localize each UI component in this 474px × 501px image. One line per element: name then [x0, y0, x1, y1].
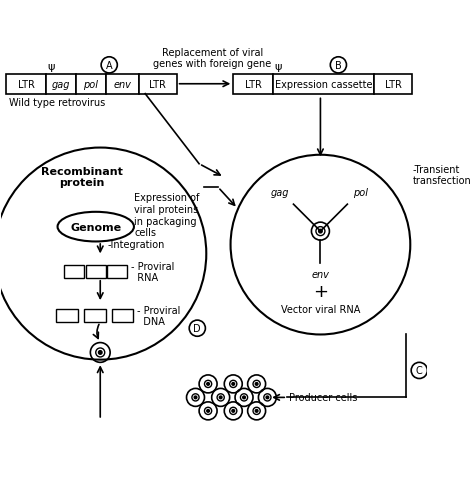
Text: LTR: LTR	[18, 80, 35, 90]
Circle shape	[194, 396, 197, 399]
Text: gag: gag	[271, 187, 289, 197]
Bar	[64, 266, 84, 278]
Text: env: env	[311, 270, 329, 280]
Text: -Transient
transfection: -Transient transfection	[413, 164, 472, 186]
Circle shape	[219, 396, 222, 399]
Circle shape	[207, 410, 210, 412]
Bar	[106, 75, 139, 95]
Circle shape	[232, 383, 235, 385]
Text: LTR: LTR	[245, 80, 262, 90]
Text: LTR: LTR	[385, 80, 401, 90]
Bar	[374, 75, 412, 95]
Bar	[86, 266, 106, 278]
Text: Expression cassette: Expression cassette	[275, 80, 372, 90]
Bar	[233, 75, 273, 95]
Bar	[56, 310, 78, 322]
Circle shape	[243, 396, 246, 399]
Text: B: B	[335, 61, 342, 71]
Text: -Integration: -Integration	[108, 239, 165, 249]
Text: Vector viral RNA: Vector viral RNA	[281, 305, 360, 315]
Text: D: D	[193, 324, 201, 334]
Text: Recombinant
protein: Recombinant protein	[41, 166, 123, 188]
Text: Replacement of viral
genes with foreign gene: Replacement of viral genes with foreign …	[154, 48, 272, 69]
Text: Wild type retrovirus: Wild type retrovirus	[9, 98, 105, 108]
Text: ψ: ψ	[47, 62, 55, 72]
Circle shape	[266, 396, 269, 399]
Circle shape	[319, 230, 322, 233]
Text: LTR: LTR	[149, 80, 166, 90]
Text: Producer cells: Producer cells	[289, 393, 357, 403]
Circle shape	[255, 410, 258, 412]
Bar	[112, 310, 134, 322]
Bar	[46, 75, 76, 95]
Circle shape	[207, 383, 210, 385]
Bar	[139, 75, 177, 95]
Text: Expression of
viral proteins
in packaging
cells: Expression of viral proteins in packagin…	[135, 193, 200, 238]
Text: A: A	[106, 61, 112, 71]
Circle shape	[255, 383, 258, 385]
Circle shape	[232, 410, 235, 412]
Text: - Proviral
  DNA: - Proviral DNA	[137, 305, 181, 327]
Text: C: C	[416, 366, 423, 376]
Bar	[6, 75, 46, 95]
Text: pol: pol	[353, 187, 368, 197]
Text: - Proviral
  RNA: - Proviral RNA	[131, 261, 174, 283]
Bar	[108, 266, 127, 278]
Text: ψ: ψ	[274, 62, 282, 72]
Bar	[76, 75, 106, 95]
Text: pol: pol	[83, 80, 98, 90]
Bar	[273, 75, 374, 95]
Circle shape	[99, 351, 102, 355]
Text: +: +	[313, 283, 328, 301]
Text: gag: gag	[52, 80, 71, 90]
Text: env: env	[113, 80, 131, 90]
Bar	[84, 310, 106, 322]
Text: Genome: Genome	[70, 222, 121, 232]
